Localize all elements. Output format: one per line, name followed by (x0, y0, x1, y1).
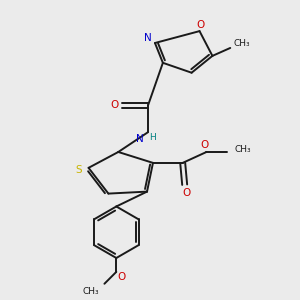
Text: CH₃: CH₃ (234, 40, 250, 49)
Text: O: O (182, 188, 191, 198)
Text: CH₃: CH₃ (235, 146, 251, 154)
Text: S: S (75, 165, 82, 175)
Text: O: O (196, 20, 205, 30)
Text: H: H (150, 133, 156, 142)
Text: O: O (110, 100, 118, 110)
Text: N: N (136, 134, 144, 144)
Text: N: N (144, 33, 152, 43)
Text: O: O (200, 140, 208, 150)
Text: CH₃: CH₃ (82, 287, 99, 296)
Text: O: O (117, 272, 125, 282)
